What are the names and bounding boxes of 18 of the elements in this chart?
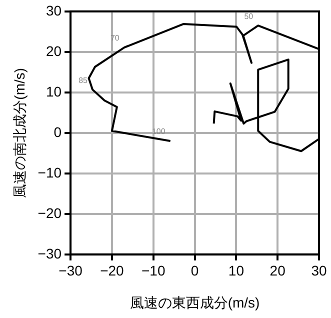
x-axis-title: 風速の東西成分(m/s) <box>130 294 260 310</box>
x-tick-label: −10 <box>141 262 166 279</box>
annotation: 50 <box>244 12 254 21</box>
x-tick-label: 20 <box>270 262 286 279</box>
x-tick-label: 10 <box>228 262 244 279</box>
y-tick-label: 10 <box>46 83 62 100</box>
y-tick-label: 0 <box>54 124 62 140</box>
y-axis-title: 風速の南北成分(m/s) <box>11 68 28 198</box>
y-tick-label: 30 <box>46 2 62 18</box>
annotation: 85 <box>78 76 88 85</box>
y-tick-label: 20 <box>46 42 62 59</box>
y-tick-label: −10 <box>38 164 62 180</box>
y-tick-label: −20 <box>38 204 62 221</box>
y-tick-label: −30 <box>38 245 62 262</box>
x-tick-label: 30 <box>311 262 327 279</box>
x-tick-label: −20 <box>100 262 124 279</box>
x-tick-label: −30 <box>58 262 83 279</box>
x-tick-label: 0 <box>190 262 199 279</box>
